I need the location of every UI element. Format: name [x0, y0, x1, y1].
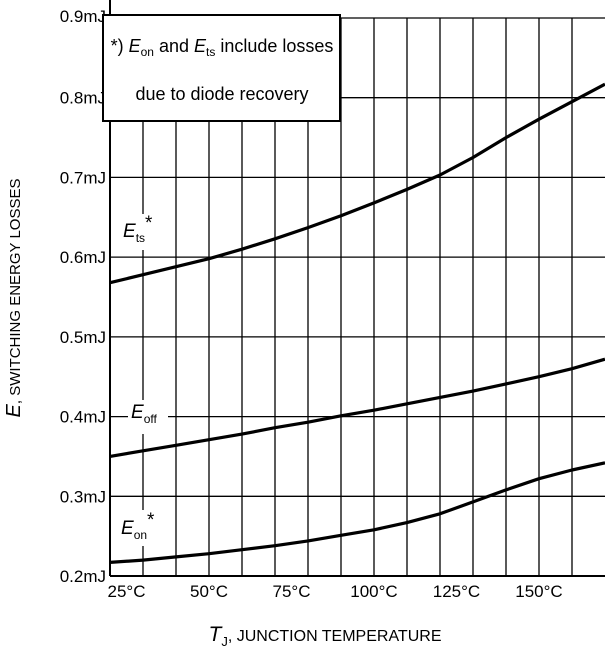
svg-text:Eoff: Eoff — [131, 402, 157, 426]
y-tick-label: 0.6mJ — [60, 248, 106, 267]
y-tick-labels: 0.2mJ 0.3mJ 0.4mJ 0.5mJ 0.6mJ 0.7mJ 0.8mJ 0.9mJ — [60, 7, 106, 586]
svg-text:Eon*: Eon* — [121, 510, 155, 542]
y-axis-title: E, SWITCHING ENERGY LOSSES — [3, 179, 25, 418]
series-line-eon — [109, 461, 605, 564]
y-tick-label: 0.7mJ — [60, 168, 106, 187]
annotation-line2: due to diode recovery — [135, 84, 308, 104]
x-tick-label: 125°C — [433, 582, 480, 601]
series-label-eon: Eon* — [118, 510, 155, 546]
series-label-eoff: Eoff — [128, 400, 168, 434]
annotation-line1: *) Eon and Ets include losses — [111, 36, 334, 59]
y-tick-label: 0.3mJ — [60, 487, 106, 506]
x-tick-label: 100°C — [350, 582, 397, 601]
y-tick-label: 0.5mJ — [60, 328, 106, 347]
annotation-box: *) Eon and Ets include losses due to dio… — [102, 14, 341, 122]
y-tick-label: 0.4mJ — [60, 408, 106, 427]
x-tick-labels: 25°C 50°C 75°C 100°C 125°C 150°C — [108, 582, 563, 601]
curves — [109, 82, 605, 564]
series-line-eoff — [109, 357, 605, 458]
y-tick-label: 0.9mJ — [60, 7, 106, 26]
x-axis-title: TJ, JUNCTION TEMPERATURE — [209, 623, 442, 649]
series-label-ets: Ets* — [120, 213, 154, 250]
y-tick-label: 0.8mJ — [60, 89, 106, 108]
x-tick-label: 150°C — [515, 582, 562, 601]
x-tick-label: 25°C — [108, 582, 146, 601]
svg-text:Ets*: Ets* — [123, 213, 153, 245]
series-line-ets — [109, 82, 605, 285]
x-tick-label: 75°C — [273, 582, 311, 601]
y-tick-label: 0.2mJ — [60, 567, 106, 586]
x-tick-label: 50°C — [190, 582, 228, 601]
